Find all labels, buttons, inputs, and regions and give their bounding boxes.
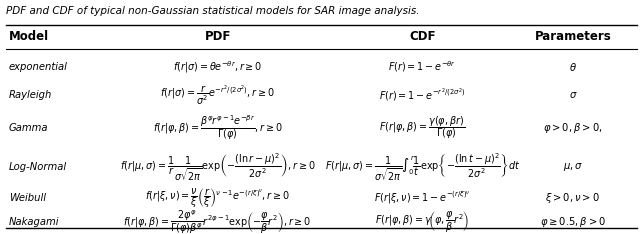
Text: Weibull: Weibull xyxy=(9,193,46,203)
Text: $F(r|\xi,\nu)=1-e^{-(r/\xi)^\nu}$: $F(r|\xi,\nu)=1-e^{-(r/\xi)^\nu}$ xyxy=(374,190,470,206)
Text: $F(r|\mu,\sigma)=\dfrac{1}{\sigma\sqrt{2\pi}}\int_0^r\dfrac{1}{t}\exp\!\left\{-\: $F(r|\mu,\sigma)=\dfrac{1}{\sigma\sqrt{2… xyxy=(324,152,520,183)
Text: $\varphi\geq 0.5,\beta>0$: $\varphi\geq 0.5,\beta>0$ xyxy=(540,215,606,229)
Text: PDF: PDF xyxy=(204,30,231,43)
Text: $f(r|\sigma)=\dfrac{r}{\sigma^2}e^{-r^2/(2\sigma^2)},r\geq 0$: $f(r|\sigma)=\dfrac{r}{\sigma^2}e^{-r^2/… xyxy=(160,83,275,107)
Text: $f(r|\mu,\sigma)=\dfrac{1}{r}\dfrac{1}{\sigma\sqrt{2\pi}}\exp\!\left(-\dfrac{(\l: $f(r|\mu,\sigma)=\dfrac{1}{r}\dfrac{1}{\… xyxy=(120,152,316,183)
Text: $F(r)=1-e^{-\theta r}$: $F(r)=1-e^{-\theta r}$ xyxy=(388,59,456,74)
Text: $\varphi>0,\beta>0,$: $\varphi>0,\beta>0,$ xyxy=(543,121,602,135)
Text: $\theta$: $\theta$ xyxy=(569,61,577,73)
Text: Nakagami: Nakagami xyxy=(9,217,60,227)
Text: $F(r|\varphi,\beta)=\gamma\!\left(\varphi,\dfrac{\varphi}{\beta}r^2\right)$: $F(r|\varphi,\beta)=\gamma\!\left(\varph… xyxy=(375,210,470,234)
Text: exponential: exponential xyxy=(9,62,68,72)
Text: CDF: CDF xyxy=(409,30,436,43)
Text: $f(r|\varphi,\beta)=\dfrac{\beta^{\varphi}r^{\varphi-1}e^{-\beta r}}{\Gamma(\var: $f(r|\varphi,\beta)=\dfrac{\beta^{\varph… xyxy=(153,113,282,142)
Text: $F(r)=1-e^{-r^2/(2\sigma^2)}$: $F(r)=1-e^{-r^2/(2\sigma^2)}$ xyxy=(380,87,465,103)
Text: $f(r|\sigma)=\theta e^{-\theta r},r\geq 0$: $f(r|\sigma)=\theta e^{-\theta r},r\geq … xyxy=(173,59,262,75)
Text: Gamma: Gamma xyxy=(9,123,49,132)
Text: $\sigma$: $\sigma$ xyxy=(568,90,577,100)
Text: Parameters: Parameters xyxy=(534,30,611,43)
Text: $F(r|\varphi,\beta)=\dfrac{\gamma(\varphi,\beta r)}{\Gamma(\varphi)}$: $F(r|\varphi,\beta)=\dfrac{\gamma(\varph… xyxy=(380,114,465,141)
Text: $\mu,\sigma$: $\mu,\sigma$ xyxy=(563,161,583,173)
Text: $\xi>0,\nu>0$: $\xi>0,\nu>0$ xyxy=(545,191,600,205)
Text: Model: Model xyxy=(9,30,49,43)
Text: $f(r|\xi,\nu)=\dfrac{\nu}{\xi}\left(\dfrac{r}{\xi}\right)^{\nu-1}e^{-(r/\xi)^\nu: $f(r|\xi,\nu)=\dfrac{\nu}{\xi}\left(\dfr… xyxy=(145,186,290,210)
Text: $f(r|\varphi,\beta)=\dfrac{2\varphi^{\varphi}}{\Gamma(\varphi)\beta^{\varphi}}r^: $f(r|\varphi,\beta)=\dfrac{2\varphi^{\va… xyxy=(124,208,312,234)
Text: Log-Normal: Log-Normal xyxy=(9,162,67,172)
Text: PDF and CDF of typical non-Gaussian statistical models for SAR image analysis.: PDF and CDF of typical non-Gaussian stat… xyxy=(6,6,420,16)
Text: Rayleigh: Rayleigh xyxy=(9,90,52,100)
